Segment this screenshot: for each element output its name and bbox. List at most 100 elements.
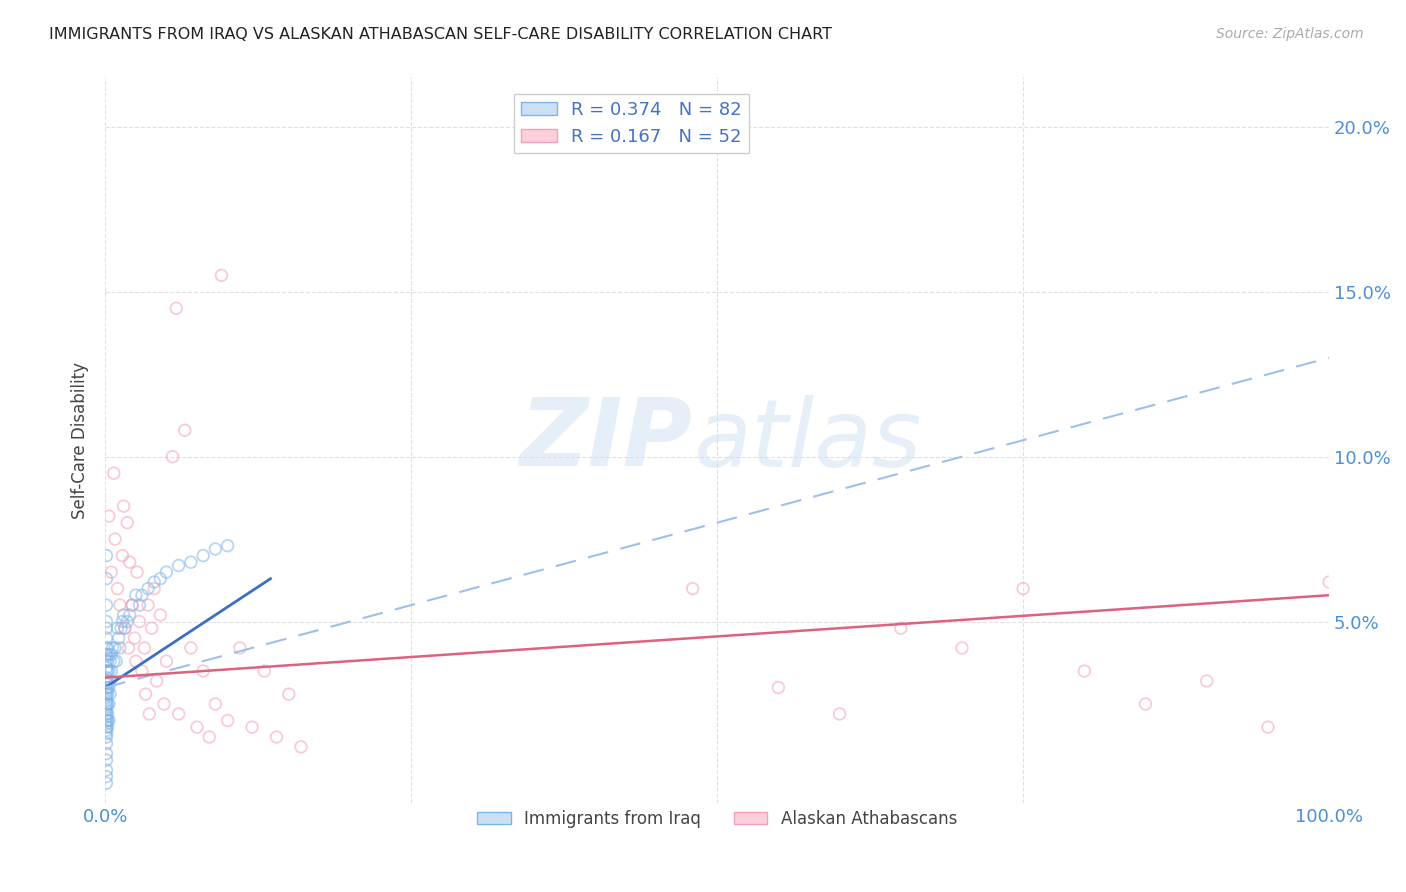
Point — [1195, 673, 1218, 688]
Point — [155, 654, 177, 668]
Point — [96, 737, 118, 751]
Point — [96, 631, 118, 645]
Point — [198, 730, 221, 744]
Point — [100, 565, 122, 579]
Point — [111, 549, 134, 563]
Point — [1012, 582, 1035, 596]
Point — [96, 697, 118, 711]
Point — [96, 747, 118, 761]
Point — [103, 654, 125, 668]
Point — [100, 648, 122, 662]
Point — [229, 640, 252, 655]
Point — [145, 673, 167, 688]
Point — [96, 700, 118, 714]
Point — [125, 654, 148, 668]
Point — [1257, 720, 1279, 734]
Point — [96, 694, 118, 708]
Point — [96, 683, 118, 698]
Point — [96, 654, 118, 668]
Point — [180, 555, 202, 569]
Point — [97, 654, 120, 668]
Point — [96, 671, 118, 685]
Point — [110, 621, 132, 635]
Point — [121, 598, 143, 612]
Point — [167, 558, 190, 573]
Point — [97, 681, 120, 695]
Point — [277, 687, 299, 701]
Point — [143, 574, 166, 589]
Point — [107, 621, 129, 635]
Point — [112, 499, 135, 513]
Point — [117, 640, 139, 655]
Point — [97, 697, 120, 711]
Point — [104, 532, 127, 546]
Point — [100, 664, 122, 678]
Text: atlas: atlas — [693, 394, 921, 486]
Point — [98, 687, 121, 701]
Point — [96, 677, 118, 691]
Point — [97, 697, 120, 711]
Point — [149, 572, 172, 586]
Point — [96, 690, 118, 705]
Point — [135, 687, 157, 701]
Point — [96, 615, 118, 629]
Point — [103, 466, 125, 480]
Point — [165, 301, 187, 316]
Point — [768, 681, 790, 695]
Point — [96, 572, 118, 586]
Point — [124, 631, 146, 645]
Point — [173, 423, 195, 437]
Point — [141, 621, 163, 635]
Point — [96, 714, 118, 728]
Point — [96, 716, 118, 731]
Point — [253, 664, 276, 678]
Point — [186, 720, 208, 734]
Point — [138, 706, 160, 721]
Point — [155, 565, 177, 579]
Point — [98, 673, 121, 688]
Point — [266, 730, 288, 744]
Point — [97, 714, 120, 728]
Point — [121, 598, 143, 612]
Point — [96, 727, 118, 741]
Point — [131, 664, 153, 678]
Point — [101, 640, 124, 655]
Text: IMMIGRANTS FROM IRAQ VS ALASKAN ATHABASCAN SELF-CARE DISABILITY CORRELATION CHAR: IMMIGRANTS FROM IRAQ VS ALASKAN ATHABASC… — [49, 27, 832, 42]
Point — [97, 664, 120, 678]
Point — [682, 582, 704, 596]
Point — [96, 681, 118, 695]
Point — [96, 706, 118, 721]
Point — [217, 714, 239, 728]
Point — [97, 687, 120, 701]
Point — [97, 640, 120, 655]
Point — [114, 621, 136, 635]
Y-axis label: Self-Care Disability: Self-Care Disability — [72, 361, 89, 519]
Point — [115, 615, 138, 629]
Text: ZIP: ZIP — [520, 394, 693, 486]
Point — [96, 640, 118, 655]
Point — [290, 739, 312, 754]
Point — [204, 697, 226, 711]
Point — [114, 621, 136, 635]
Point — [97, 664, 120, 678]
Point — [204, 542, 226, 557]
Point — [97, 714, 120, 728]
Point — [115, 516, 138, 530]
Point — [149, 607, 172, 622]
Point — [96, 598, 118, 612]
Point — [97, 673, 120, 688]
Point — [240, 720, 263, 734]
Point — [96, 723, 118, 738]
Point — [125, 588, 148, 602]
Point — [118, 607, 141, 622]
Point — [108, 640, 131, 655]
Point — [1135, 697, 1157, 711]
Point — [96, 763, 118, 777]
Point — [128, 598, 150, 612]
Point — [125, 565, 148, 579]
Point — [96, 664, 118, 678]
Point — [1073, 664, 1095, 678]
Point — [96, 730, 118, 744]
Point — [96, 549, 118, 563]
Point — [828, 706, 851, 721]
